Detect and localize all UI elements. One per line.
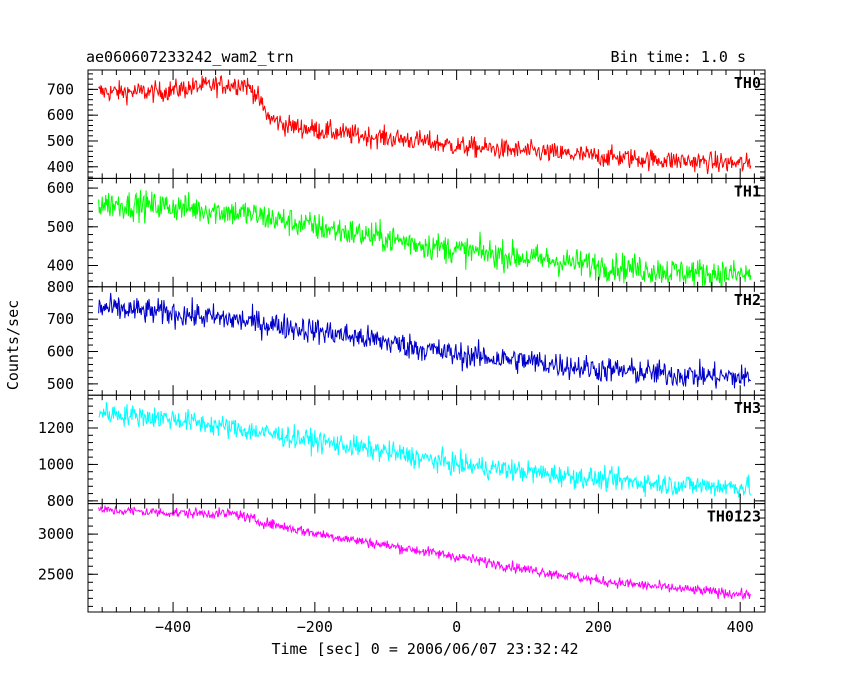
y-tick-label: 3000 (38, 525, 74, 543)
panel-th0: 400 500 600 700 TH0 (47, 69, 766, 179)
y-tick-label: 600 (47, 343, 74, 361)
panel-th0123: 2500 3000 TH0123 (38, 503, 766, 613)
panel-frame (87, 394, 766, 505)
panel-label-th2: TH2 (734, 291, 761, 309)
series-line-th0 (98, 75, 752, 175)
y-tick-label: 500 (47, 375, 74, 393)
panel-th3: 800 1000 1200 TH3 (38, 394, 766, 510)
y-tick-label: 600 (47, 106, 74, 124)
y-tick-label: 2500 (38, 565, 74, 583)
x-tick-label: 400 (727, 618, 754, 636)
series-line-th3 (98, 402, 752, 498)
y-tick-label: 1000 (38, 455, 74, 473)
x-tick-label: −200 (297, 618, 333, 636)
y-tick-label: 400 (47, 257, 74, 275)
y-tick-label: 500 (47, 132, 74, 150)
series-line-th1 (98, 190, 752, 287)
y-axis-label: Counts/sec (4, 300, 22, 390)
x-tick-label: 200 (585, 618, 612, 636)
y-tick-label: 600 (47, 179, 74, 197)
panel-label-th0123: TH0123 (707, 508, 761, 526)
panels-group: 400 500 600 700 TH0 400 500 600 TH1 500 600 700 800 T… (38, 69, 766, 636)
panel-frame (87, 286, 766, 396)
y-tick-label: 400 (47, 158, 74, 176)
panel-label-th3: TH3 (734, 399, 761, 417)
y-tick-label: 500 (47, 218, 74, 236)
series-line-th2 (98, 292, 751, 389)
y-tick-label: 800 (47, 278, 74, 296)
panel-label-th1: TH1 (734, 182, 761, 200)
panel-label-th0: TH0 (734, 74, 761, 92)
y-tick-label: 700 (47, 310, 74, 328)
panel-th1: 400 500 600 TH1 (47, 177, 766, 288)
y-tick-label: 800 (47, 492, 74, 510)
bin-time-label: Bin time: 1.0 s (611, 48, 746, 66)
y-tick-label: 700 (47, 80, 74, 98)
panel-frame (87, 503, 766, 613)
panel-th2: 500 600 700 800 TH2 (47, 278, 766, 396)
x-tick-label: −400 (155, 618, 191, 636)
plot-title: ae060607233242_wam2_trn (86, 48, 294, 66)
series-line-th0123 (98, 505, 751, 601)
x-axis-label: Time [sec] 0 = 2006/06/07 23:32:42 (271, 640, 578, 658)
y-tick-label: 1200 (38, 419, 74, 437)
x-tick-label: 0 (452, 618, 461, 636)
